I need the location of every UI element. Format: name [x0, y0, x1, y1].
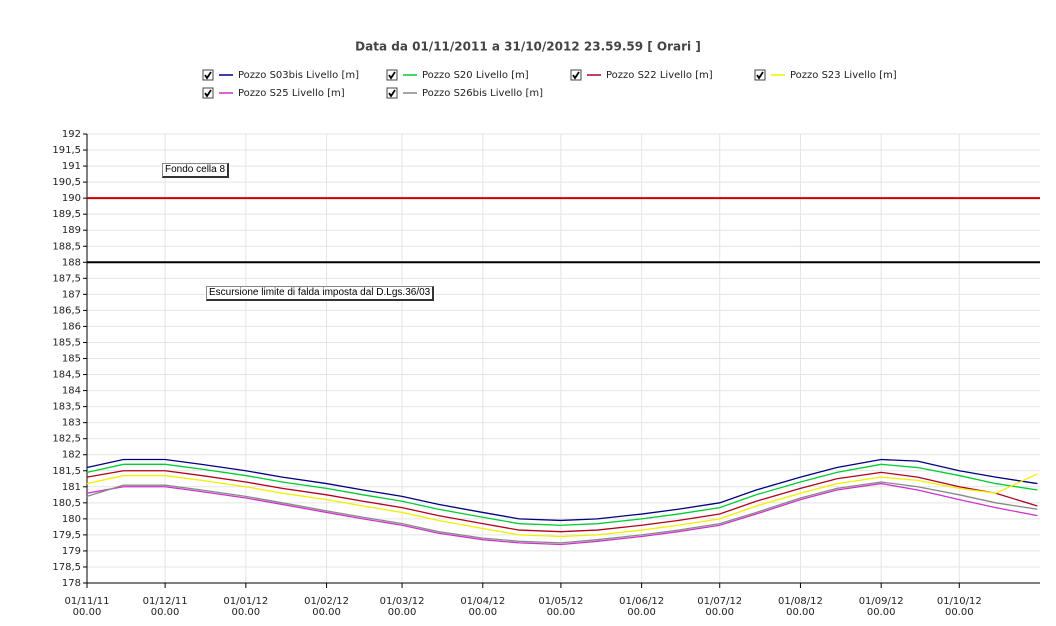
y-tick-label: 189: [62, 225, 81, 236]
y-tick-label: 185,5: [52, 337, 81, 348]
y-tick-label: 178,5: [52, 562, 81, 573]
x-tick-label: 01/08/12 00.00: [777, 596, 823, 618]
y-tick-label: 191: [62, 161, 81, 172]
y-tick-label: 182,5: [52, 434, 81, 445]
legend-check: [388, 71, 396, 80]
y-tick-label: 180,5: [52, 498, 81, 509]
x-tick-label: 01/06/12 00.00: [619, 596, 665, 618]
x-tick-label: 01/07/12 00.00: [697, 596, 743, 618]
y-tick-label: 184: [62, 386, 81, 397]
annotation: Fondo cella 8: [162, 163, 230, 178]
series-line: [86, 463, 1038, 526]
y-tick-label: 178: [62, 578, 81, 589]
legend-label: Pozzo S23 Livello [m]: [790, 70, 897, 81]
series-line: [86, 482, 1038, 546]
legend-label: Pozzo S22 Livello [m]: [606, 70, 713, 81]
y-tick-label: 191,5: [52, 145, 81, 156]
x-tick-label: 01/09/12 00.00: [858, 596, 904, 618]
y-tick-label: 186,5: [52, 305, 81, 316]
legend-label: Pozzo S25 Livello [m]: [238, 88, 345, 99]
legend-label: Pozzo S20 Livello [m]: [422, 70, 529, 81]
series-line: [86, 473, 1038, 538]
x-tick-label: 01/05/12 00.00: [538, 596, 584, 618]
y-tick-label: 181,5: [52, 466, 81, 477]
legend-check: [204, 71, 212, 80]
series-line: [86, 470, 1038, 533]
y-tick-label: 189,5: [52, 209, 81, 220]
chart-title: Data da 01/11/2011 a 31/10/2012 23.59.59…: [355, 40, 701, 54]
y-tick-label: 187,5: [52, 273, 81, 284]
y-tick-label: 190,5: [52, 177, 81, 188]
legend-check: [388, 89, 396, 98]
y-tick-label: 187: [62, 289, 81, 300]
y-tick-label: 182: [62, 450, 81, 461]
legend-check: [204, 89, 212, 98]
y-tick-label: 192: [62, 129, 81, 140]
legend-label: Pozzo S03bis Livello [m]: [238, 70, 359, 81]
x-tick-label: 01/12/11 00.00: [142, 596, 188, 618]
y-tick-label: 190: [62, 193, 81, 204]
legend-check: [572, 71, 580, 80]
legend-label: Pozzo S26bis Livello [m]: [422, 88, 543, 99]
y-tick-label: 183: [62, 418, 81, 429]
y-tick-label: 179: [62, 546, 81, 557]
x-tick-label: 01/04/12 00.00: [460, 596, 506, 618]
y-tick-label: 181: [62, 482, 81, 493]
legend-check: [756, 71, 764, 80]
y-tick-label: 179,5: [52, 530, 81, 541]
series-line: [86, 481, 1038, 544]
y-tick-label: 185: [62, 354, 81, 365]
annotation: Escursione limite di falda imposta dal D…: [206, 286, 435, 301]
y-tick-label: 188,5: [52, 241, 81, 252]
series-line: [86, 458, 1038, 522]
y-tick-label: 184,5: [52, 370, 81, 381]
x-tick-label: 01/01/12 00.00: [223, 596, 269, 618]
x-tick-label: 01/11/11 00.00: [64, 596, 110, 618]
y-tick-label: 186: [62, 321, 81, 332]
y-tick-label: 183,5: [52, 402, 81, 413]
x-tick-label: 01/10/12 00.00: [936, 596, 982, 618]
y-tick-label: 180: [62, 514, 81, 525]
x-tick-label: 01/02/12 00.00: [304, 596, 349, 618]
x-tick-label: 01/03/12 00.00: [379, 596, 425, 618]
y-tick-label: 188: [62, 257, 81, 268]
